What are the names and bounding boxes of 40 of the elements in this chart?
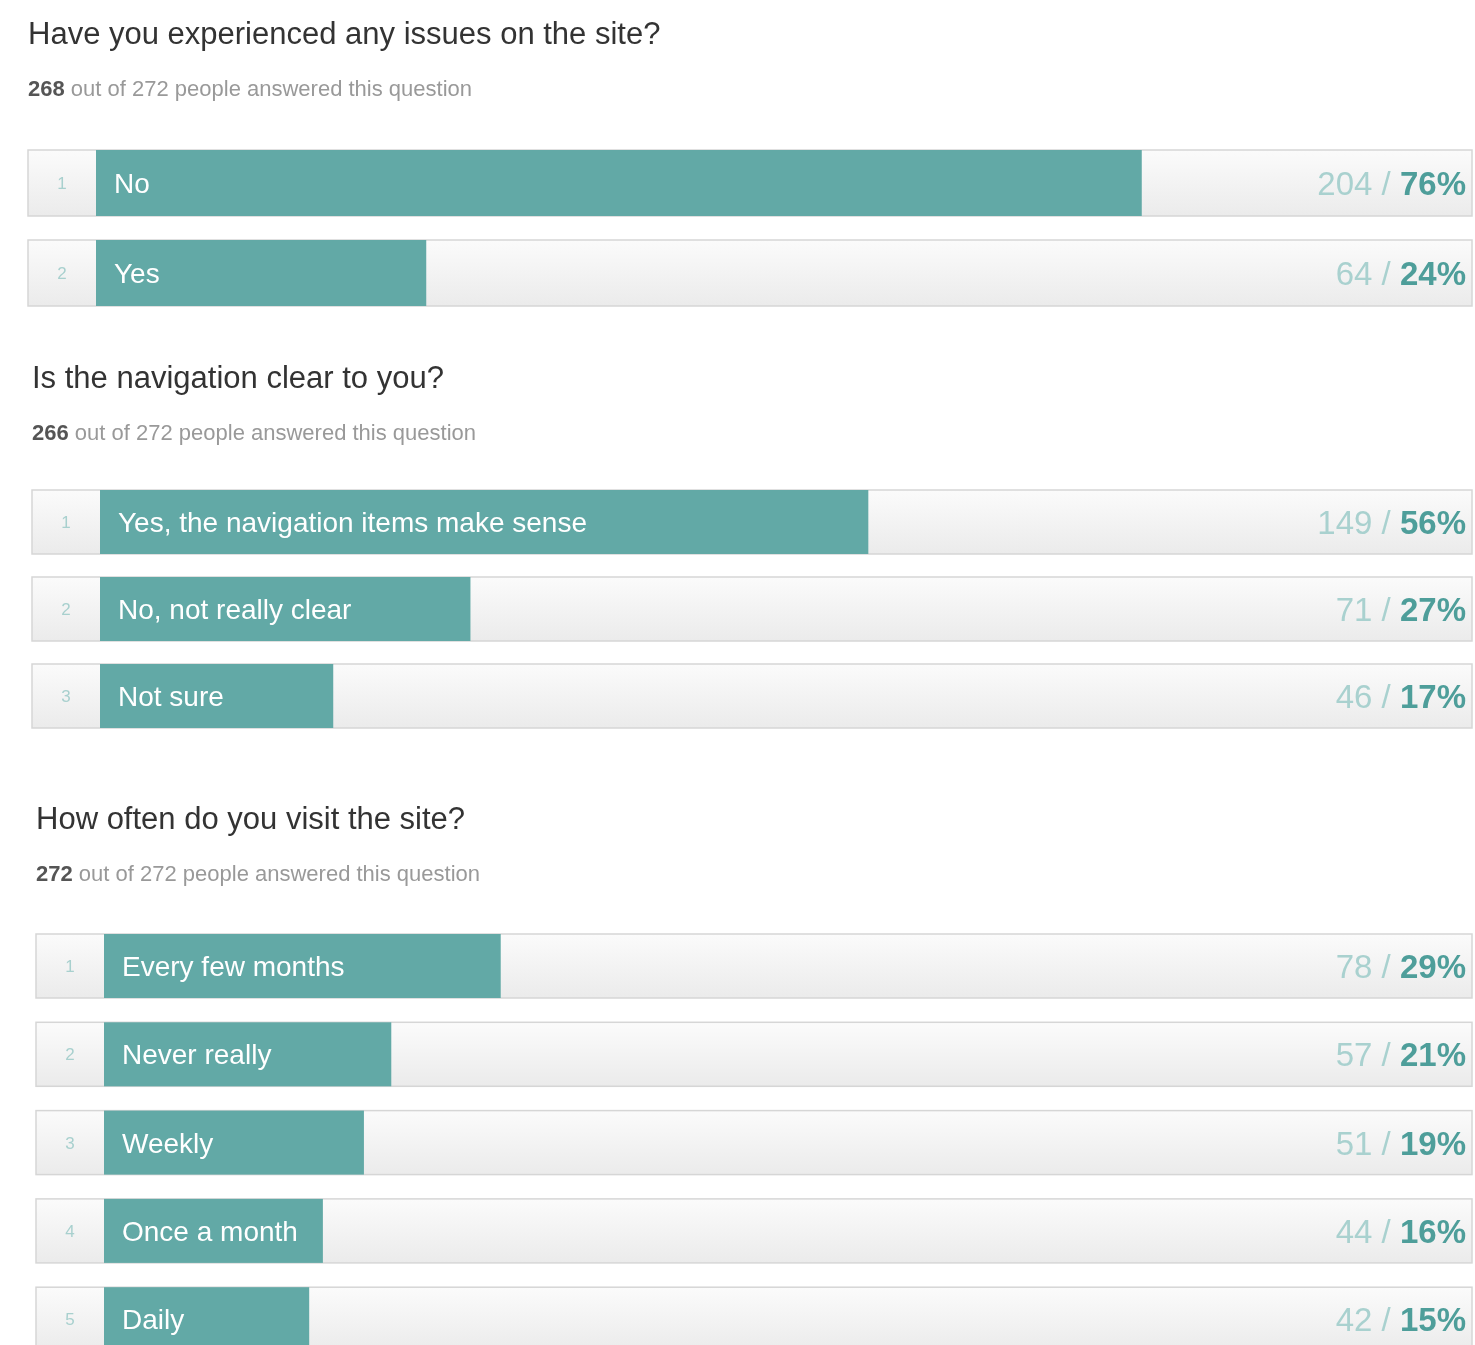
text: 3 xyxy=(65,1133,75,1153)
text: 2 xyxy=(61,600,71,619)
chart-title: How often do you visit the site? xyxy=(36,801,466,836)
category-label: No, not really clear xyxy=(118,594,352,625)
category-label: Every few months xyxy=(122,951,345,982)
data-label: 44 / 16% xyxy=(1335,1212,1466,1250)
data-label: 78 / 29% xyxy=(1335,948,1466,985)
text: 2 xyxy=(57,264,67,283)
text: 3 xyxy=(61,687,71,706)
text: 5 xyxy=(65,1310,75,1330)
bar xyxy=(104,1110,364,1175)
data-label: 71 / 27% xyxy=(1335,591,1466,628)
data-label: 51 / 19% xyxy=(1335,1124,1466,1162)
category-label: Yes, the navigation items make sense xyxy=(118,507,588,538)
data-label: 64 / 24% xyxy=(1335,255,1466,292)
chart-subtitle: 266 out of 272 people answered this question xyxy=(32,420,477,445)
category-label: Daily xyxy=(122,1304,185,1336)
data-label: 46 / 17% xyxy=(1335,678,1466,715)
chart-title: Have you experienced any issues on the site? xyxy=(28,16,661,51)
text: 4 xyxy=(65,1221,75,1241)
category-label: No xyxy=(114,168,150,199)
text: 1 xyxy=(65,957,75,976)
category-label: Once a month xyxy=(122,1215,298,1247)
bar xyxy=(104,1022,392,1087)
data-label: 149 / 56% xyxy=(1317,504,1466,541)
text: 2 xyxy=(65,1045,75,1065)
bar xyxy=(104,934,501,998)
category-label: Never really xyxy=(122,1039,272,1071)
chart-subtitle: 268 out of 272 people answered this question xyxy=(28,76,473,101)
category-label: Yes xyxy=(114,258,160,289)
data-label: 42 / 15% xyxy=(1335,1301,1466,1339)
chart-title: Is the navigation clear to you? xyxy=(32,360,444,395)
bar xyxy=(104,1198,323,1263)
text: 1 xyxy=(57,174,67,193)
category-label: Not sure xyxy=(118,681,224,712)
data-label: 57 / 21% xyxy=(1335,1036,1466,1074)
data-label: 204 / 76% xyxy=(1317,165,1466,202)
category-label: Weekly xyxy=(122,1127,214,1159)
chart-subtitle: 272 out of 272 people answered this question xyxy=(36,861,481,886)
text: 1 xyxy=(61,513,71,532)
